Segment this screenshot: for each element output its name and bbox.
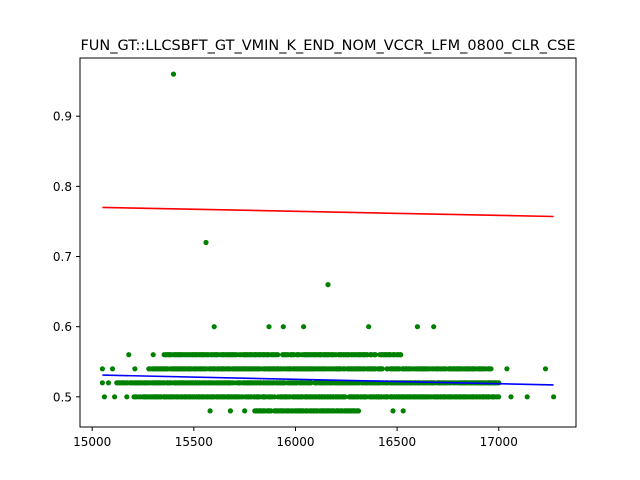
data-point <box>542 366 549 372</box>
data-point <box>379 366 385 372</box>
data-point <box>551 394 557 400</box>
data-point <box>227 408 233 414</box>
y-tick-label: 0.7 <box>53 250 72 264</box>
data-point <box>211 324 217 330</box>
x-tick-label: 16000 <box>276 435 314 449</box>
data-point <box>105 380 112 386</box>
plot-frame <box>79 57 577 428</box>
data-point <box>280 324 286 330</box>
y-tick-label: 0.6 <box>53 320 72 334</box>
y-tick-label: 0.8 <box>53 180 72 194</box>
red-trend-line <box>102 206 554 218</box>
data-point <box>308 380 314 386</box>
data-point <box>170 71 177 77</box>
x-tick-label: 16500 <box>378 435 416 449</box>
data-point <box>390 408 396 414</box>
x-tick-label: 15500 <box>175 435 213 449</box>
point-band <box>131 394 502 400</box>
y-tick-label: 0.5 <box>53 390 72 404</box>
data-point <box>496 394 502 400</box>
data-point <box>301 324 307 330</box>
data-point <box>355 408 362 414</box>
data-point <box>99 380 105 386</box>
data-point <box>400 408 406 414</box>
data-point <box>342 394 348 400</box>
data-point <box>207 408 213 414</box>
axes: 15000 15500 16000 16500 17000 0.5 0.6 0.7 0.8 0.9 <box>53 57 577 449</box>
data-point <box>132 366 138 372</box>
data-point <box>508 394 514 400</box>
data-point <box>366 324 372 330</box>
data-point <box>112 394 118 400</box>
point-band <box>161 352 404 358</box>
data-point <box>271 394 278 400</box>
data-point <box>99 366 105 372</box>
data-point <box>455 366 461 372</box>
point-band <box>146 366 494 372</box>
data-point <box>431 324 437 330</box>
blue-trend-line <box>102 374 554 386</box>
data-point <box>325 282 331 288</box>
data-point <box>394 352 400 358</box>
chart-title: FUN_GT::LLCSBFT_GT_VMIN_K_END_NOM_VCCR_L… <box>80 38 575 54</box>
plot-content <box>99 71 557 414</box>
y-tick-label: 0.9 <box>53 110 72 124</box>
data-point <box>372 352 379 358</box>
data-point <box>268 408 274 414</box>
data-point <box>414 324 420 330</box>
data-point <box>524 394 530 400</box>
data-point <box>488 366 494 372</box>
data-point <box>398 352 404 358</box>
data-point <box>242 408 248 414</box>
data-point <box>109 366 116 372</box>
point-band <box>252 408 362 414</box>
data-point <box>150 352 156 358</box>
scatter-points <box>99 71 557 414</box>
data-point <box>275 352 281 358</box>
data-point <box>126 352 132 358</box>
data-point <box>203 239 209 246</box>
data-point <box>504 366 510 372</box>
data-point <box>124 394 130 400</box>
data-point <box>496 380 502 386</box>
data-point <box>266 324 272 330</box>
data-point <box>101 394 107 400</box>
x-tick-label: 15000 <box>73 435 111 449</box>
x-tick-label: 17000 <box>480 435 518 449</box>
